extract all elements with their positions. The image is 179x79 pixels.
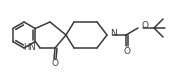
Text: O: O (124, 47, 130, 56)
Text: HN: HN (23, 44, 36, 53)
Text: N: N (110, 29, 117, 38)
Text: O: O (141, 21, 148, 30)
Text: O: O (52, 59, 59, 68)
